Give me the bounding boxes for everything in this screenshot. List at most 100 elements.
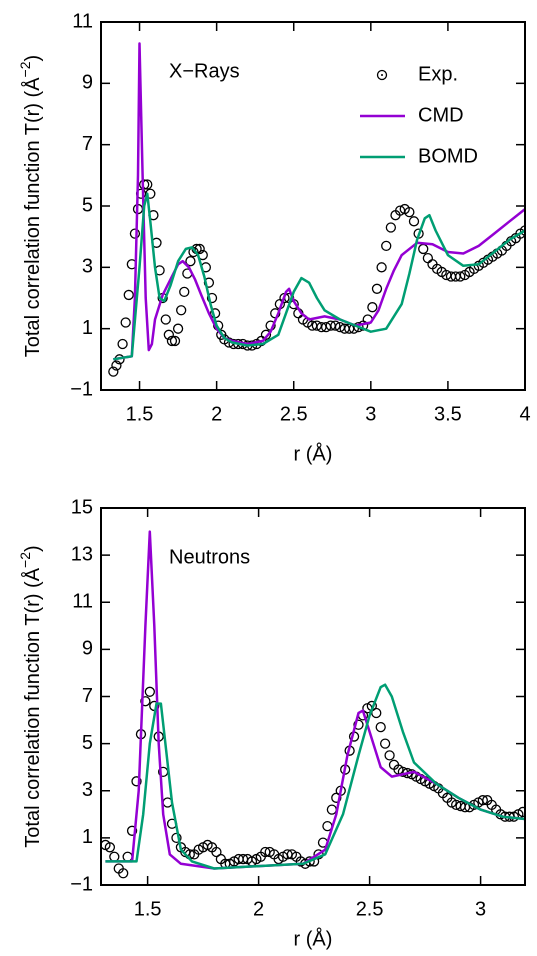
data-point xyxy=(375,721,386,733)
data-point xyxy=(371,283,383,294)
data-point xyxy=(169,335,181,347)
x-tick-label: 3 xyxy=(475,898,486,920)
data-point xyxy=(123,289,134,301)
legend-marker xyxy=(376,69,388,81)
data-point xyxy=(118,868,129,879)
data-line xyxy=(113,192,525,361)
data-point xyxy=(144,686,155,697)
annotation: Neutrons xyxy=(169,546,250,568)
y-tick-label: 1 xyxy=(82,826,93,848)
y-axis-label-end: ) xyxy=(22,545,44,552)
y-tick-label: 11 xyxy=(72,591,93,613)
data-point xyxy=(140,696,151,707)
data-point xyxy=(422,252,434,264)
x-tick-label: 3.5 xyxy=(434,403,462,425)
data-point xyxy=(455,271,466,282)
y-axis-label: Total correlation function T(r) (Å−2) xyxy=(17,55,45,357)
data-point xyxy=(353,719,364,730)
y-tick-label: 11 xyxy=(72,10,93,32)
x-axis-label: r (Å) xyxy=(294,442,333,465)
x-tick-label: 1.5 xyxy=(126,403,154,425)
data-point xyxy=(404,206,415,218)
data-point xyxy=(326,804,338,815)
data-point xyxy=(206,292,218,304)
data-point xyxy=(163,329,174,340)
y-axis-label-sup: −2 xyxy=(17,552,33,568)
plot-frame xyxy=(100,507,526,886)
data-point xyxy=(129,228,141,239)
x-tick-label: 2 xyxy=(253,898,264,920)
x-tick-label: 2.5 xyxy=(356,898,384,920)
data-point xyxy=(185,256,196,267)
y-tick-label: 5 xyxy=(82,732,93,754)
y-tick-label: 9 xyxy=(82,72,93,94)
data-point xyxy=(418,243,429,255)
y-tick-label: 9 xyxy=(82,638,93,660)
data-point xyxy=(381,240,392,252)
y-tick-label: 1 xyxy=(82,317,93,339)
x-tick-label: 2.5 xyxy=(280,403,308,425)
legend-label: CMD xyxy=(418,104,464,126)
data-point xyxy=(117,338,128,350)
data-point xyxy=(126,825,138,836)
x-tick-label: 3 xyxy=(365,403,376,425)
data-line xyxy=(105,530,525,870)
data-point xyxy=(179,286,190,298)
data-point xyxy=(111,360,122,371)
plot-area xyxy=(101,530,525,879)
y-tick-label: 5 xyxy=(82,194,93,216)
x-tick-label: 2 xyxy=(211,403,222,425)
data-point xyxy=(519,225,525,236)
annotation: X−Rays xyxy=(169,60,240,82)
data-point xyxy=(108,366,119,377)
data-point xyxy=(517,806,525,818)
data-point xyxy=(122,851,133,862)
data-line xyxy=(105,683,525,870)
data-point xyxy=(131,776,142,787)
legend-label: Exp. xyxy=(418,63,458,85)
data-point xyxy=(379,738,391,749)
data-point xyxy=(385,222,397,233)
legend-label: BOMD xyxy=(418,145,478,167)
plot-area xyxy=(108,42,525,377)
data-point xyxy=(145,188,156,199)
data-point xyxy=(109,851,120,862)
data-point xyxy=(384,750,395,761)
y-tick-label: 7 xyxy=(82,685,93,707)
plot-frame xyxy=(100,21,526,391)
y-axis-label-text: Total correlation function T(r) (Å xyxy=(21,567,44,847)
legend-marker-dot xyxy=(381,74,383,76)
data-point xyxy=(166,335,178,347)
x-axis-label: r (Å) xyxy=(294,927,333,950)
data-point xyxy=(176,305,187,316)
data-point xyxy=(171,832,182,844)
data-point xyxy=(376,262,387,273)
data-point xyxy=(172,323,184,334)
data-point xyxy=(330,320,341,331)
y-tick-label: −1 xyxy=(70,873,93,895)
x-tick-label: 4 xyxy=(519,403,530,425)
data-point xyxy=(104,842,116,853)
y-axis-label-end: ) xyxy=(22,55,44,62)
y-tick-label: 13 xyxy=(71,543,93,565)
y-axis-label: Total correlation function T(r) (Å−2) xyxy=(17,545,45,847)
data-point xyxy=(477,795,488,806)
data-point xyxy=(160,314,171,325)
data-point xyxy=(353,321,364,333)
y-tick-label: 3 xyxy=(82,779,93,801)
y-axis-label-sup: −2 xyxy=(17,61,33,77)
data-line xyxy=(113,42,525,361)
y-tick-label: 3 xyxy=(82,256,93,278)
x-tick-label: 1.5 xyxy=(134,898,162,920)
data-point xyxy=(260,329,272,340)
y-tick-label: 15 xyxy=(71,496,93,518)
data-point xyxy=(408,216,420,227)
y-tick-label: 7 xyxy=(82,133,93,155)
y-axis-label-text: Total correlation function T(r) (Å xyxy=(21,77,44,357)
y-tick-label: −1 xyxy=(70,378,93,400)
data-point xyxy=(194,243,205,255)
data-point xyxy=(120,317,131,328)
data-point xyxy=(367,302,378,313)
